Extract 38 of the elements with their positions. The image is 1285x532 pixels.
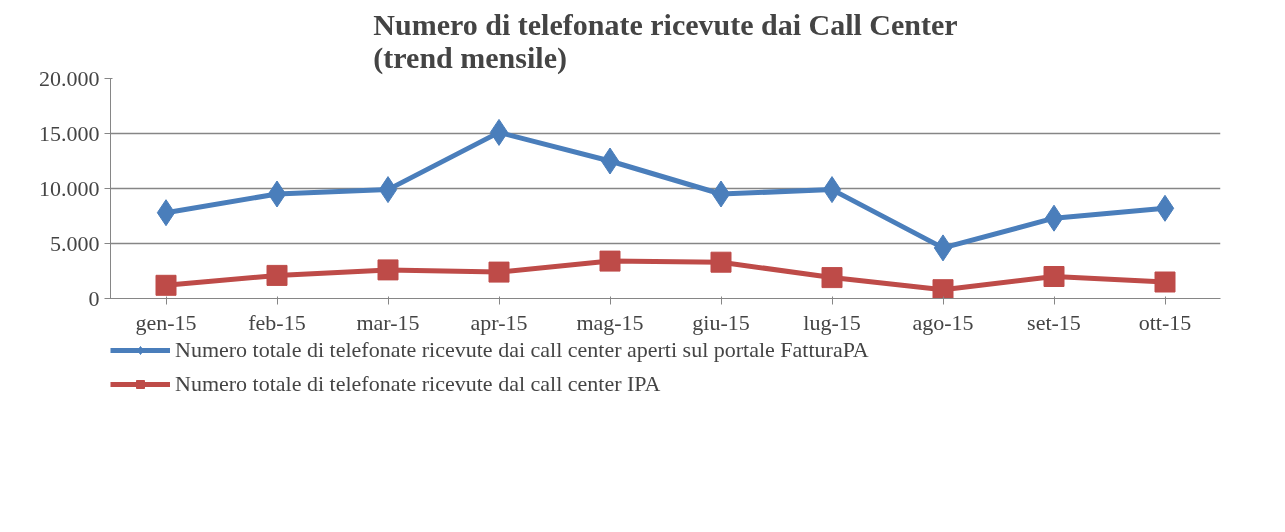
point: [488, 261, 510, 283]
x-tick-label: giu-15: [692, 309, 750, 335]
x-tick-label: lug-15: [803, 309, 861, 335]
point: [156, 199, 176, 227]
x-tick-label: set-15: [1027, 309, 1081, 335]
x-tick-label: mar-15: [356, 309, 420, 335]
point: [267, 180, 287, 208]
point: [932, 279, 954, 299]
x-tick-label: ago-15: [912, 309, 974, 335]
y-tick-label: 0: [88, 285, 100, 311]
x-tick-label: ott-15: [1138, 309, 1192, 335]
point: [600, 147, 620, 175]
point: [377, 259, 399, 281]
point: [599, 250, 621, 272]
point: [821, 267, 843, 289]
x-tick-label: gen-15: [135, 309, 197, 335]
point: [489, 118, 509, 146]
y-tick-label: 15.000: [39, 120, 100, 146]
legend-label: Numero totale di telefonate ricevute dai call center aperti sul portale FatturaPA: [175, 337, 869, 363]
point: [822, 176, 842, 204]
point: [1154, 271, 1176, 293]
point: [155, 274, 177, 296]
point: [710, 251, 732, 273]
y-tick-label: 20.000: [39, 65, 100, 91]
x-tick-label: feb-15: [248, 309, 306, 335]
x-tick-label: mag-15: [576, 309, 644, 335]
point: [266, 264, 288, 286]
point: [711, 180, 731, 208]
legend-label: Numero totale di telefonate ricevute dal call center IPA: [175, 371, 661, 397]
y-tick-label: 5.000: [50, 230, 100, 256]
point: [933, 234, 953, 262]
point: [378, 176, 398, 204]
point: [1155, 194, 1175, 222]
chart-title: Numero di telefonate ricevute dai Call Center (trend mensile): [373, 7, 958, 75]
point: [1043, 266, 1065, 287]
y-tick-label: 10.000: [39, 175, 100, 201]
x-tick-label: apr-15: [470, 309, 528, 335]
point: [1044, 204, 1064, 232]
